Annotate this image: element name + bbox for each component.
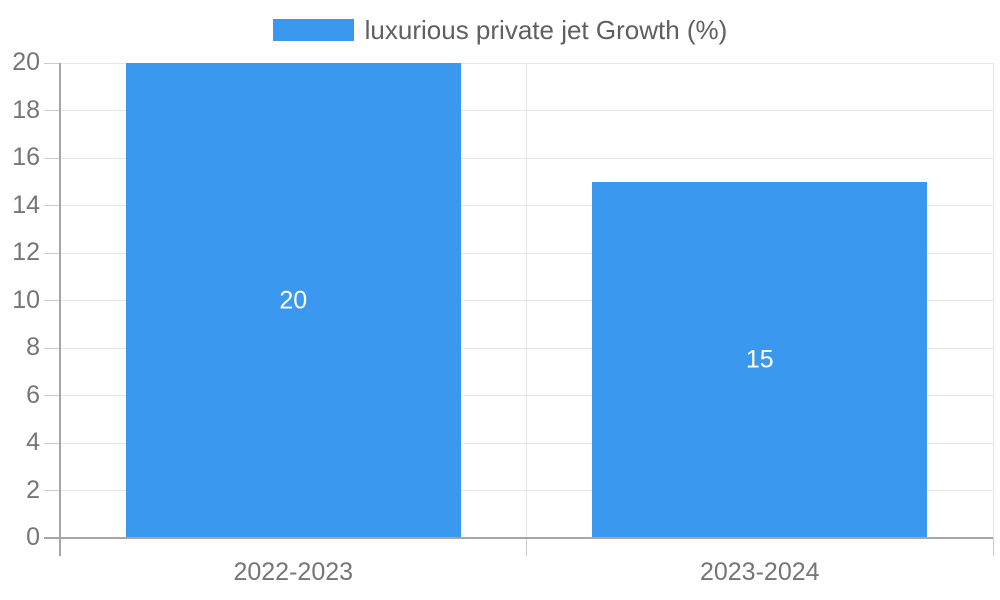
y-tick (44, 442, 60, 444)
x-category-label: 2023-2024 (699, 558, 820, 586)
x-tick (526, 538, 527, 556)
y-tick-label: 0 (26, 522, 40, 551)
y-tick-label: 4 (26, 427, 40, 456)
bar[interactable] (125, 63, 461, 538)
y-tick-label: 10 (12, 285, 40, 314)
legend-label: luxurious private jet Growth (%) (364, 14, 728, 45)
y-tick (44, 110, 60, 111)
y-tick-label: 18 (12, 95, 40, 124)
y-axis-line (59, 63, 61, 556)
y-tick (44, 157, 60, 159)
y-tick (44, 395, 60, 396)
y-tick (44, 62, 60, 64)
legend-swatch (272, 19, 354, 41)
gridline-v (526, 63, 527, 538)
y-tick (44, 205, 60, 206)
y-tick (44, 300, 60, 301)
bar-value-label: 15 (745, 345, 774, 374)
y-tick (44, 252, 60, 254)
y-tick (44, 347, 60, 349)
y-tick-label: 12 (12, 237, 40, 266)
x-axis-baseline (44, 537, 993, 539)
chart-legend: luxurious private jet Growth (%) (0, 15, 1000, 45)
y-tick (44, 490, 60, 491)
x-tick (992, 538, 994, 556)
y-tick-label: 16 (12, 142, 40, 171)
y-tick-label: 20 (12, 47, 40, 76)
x-category-label: 2022-2023 (233, 558, 354, 586)
bar[interactable] (592, 181, 928, 538)
y-tick-label: 8 (26, 332, 40, 361)
y-tick-label: 2 (26, 475, 40, 504)
y-tick-label: 14 (12, 190, 40, 219)
y-tick-label: 6 (26, 380, 40, 409)
bar-value-label: 20 (279, 286, 308, 314)
gridline-v (992, 63, 994, 538)
